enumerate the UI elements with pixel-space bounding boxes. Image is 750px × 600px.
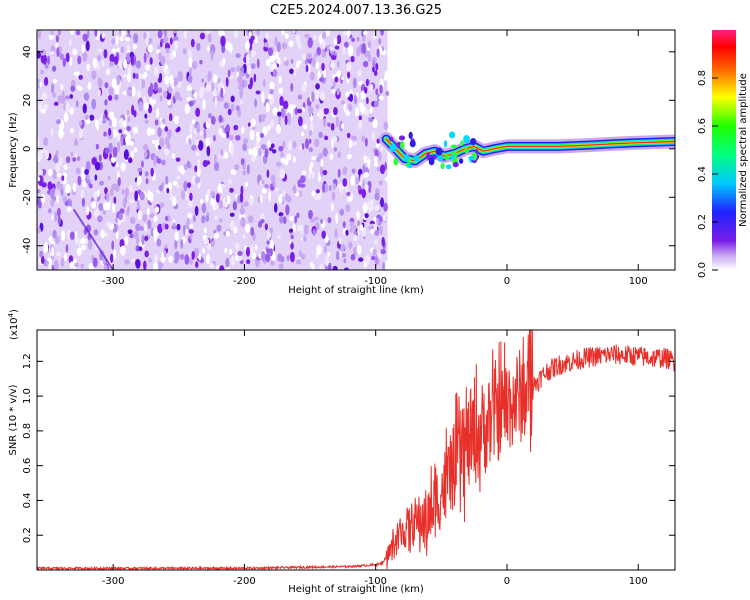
bottom-y-axis-label: SNR (10 * v/v) — [8, 384, 19, 455]
bottom-y-tick-label: 1.2 — [22, 353, 33, 369]
top-y-tick-label: -40 — [22, 238, 33, 254]
top-y-tick-label: -20 — [22, 189, 33, 205]
track-blobs — [388, 131, 480, 170]
top-x-tick-label: -200 — [233, 276, 256, 287]
bottom-x-axis-label: Height of straight line (km) — [288, 584, 424, 595]
colorbar-tick-label: 0.8 — [697, 70, 708, 86]
colorbar-tick-label: 0.2 — [697, 214, 708, 230]
top-x-axis-label: Height of straight line (km) — [288, 285, 424, 296]
chart-title: C2E5.2024.007.13.36.G25 — [270, 3, 442, 18]
bottom-y-axis: 0.2 0.4 0.6 0.8 1.0 1.2 — [22, 353, 675, 543]
colorbar: 0.0 0.2 0.4 0.6 0.8 Normalized spectral ampl… — [697, 30, 749, 278]
top-x-tick-label: 100 — [629, 276, 648, 287]
bottom-y-tick-label: 0.2 — [22, 527, 33, 543]
bottom-x-tick-label: -200 — [233, 576, 256, 587]
colorbar-tick-label: 0.4 — [697, 166, 708, 182]
colorbar-ticks: 0.0 0.2 0.4 0.6 0.8 — [697, 70, 718, 278]
snr-series-line — [37, 330, 675, 570]
bottom-x-tick-label: 0 — [504, 576, 510, 587]
colorbar-gradient — [712, 30, 736, 270]
spectrogram-image — [37, 30, 675, 270]
top-y-tick-label: 0 — [22, 146, 33, 152]
noise-speckle — [37, 30, 390, 270]
scale-factor-label: (x104) — [7, 309, 20, 340]
top-y-axis: -40 -20 0 20 40 — [22, 45, 675, 254]
bottom-x-tick-label: -300 — [102, 576, 125, 587]
snr-frame — [36, 329, 676, 571]
bottom-y-tick-label: 0.8 — [22, 423, 33, 439]
bottom-x-tick-label: -100 — [364, 576, 387, 587]
bottom-x-axis: -300 -200 -100 0 100 — [102, 330, 648, 587]
top-y-tick-label: 20 — [22, 94, 33, 107]
colorbar-tick-label: 0.0 — [697, 262, 708, 278]
top-x-axis: -300 -200 -100 0 100 — [102, 30, 648, 287]
top-y-axis-label: Frequency (Hz) — [8, 112, 19, 188]
bottom-y-tick-label: 1.0 — [22, 388, 33, 404]
bottom-x-tick-label: 100 — [629, 576, 648, 587]
colorbar-label: Normalized spectral amplitude — [738, 73, 749, 227]
snr-panel: -300 -200 -100 0 100 0.2 0.4 0.6 0.8 1.0 1.2 Heig… — [7, 309, 676, 595]
bottom-y-tick-label: 0.6 — [22, 458, 33, 474]
bottom-y-tick-label: 0.4 — [22, 492, 33, 508]
top-y-tick-label: 40 — [22, 45, 33, 58]
top-x-tick-label: 0 — [504, 276, 510, 287]
top-x-tick-label: -100 — [364, 276, 387, 287]
top-x-tick-label: -300 — [102, 276, 125, 287]
colorbar-tick-label: 0.6 — [697, 118, 708, 134]
spectrogram-frame — [36, 29, 676, 271]
